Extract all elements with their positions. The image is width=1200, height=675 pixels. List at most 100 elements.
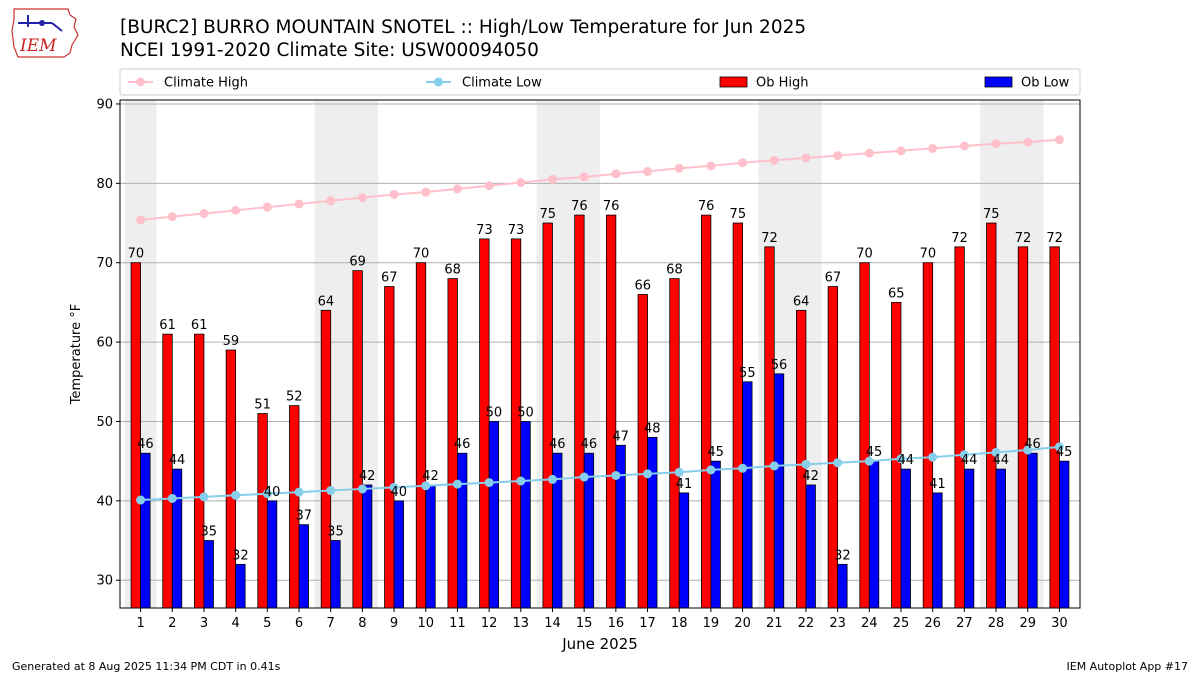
climate-low-point-27 (959, 450, 969, 460)
climate-high-point-20 (738, 158, 748, 168)
ob-low-value-label-8: 42 (359, 469, 376, 484)
ob-low-value-label-29: 46 (1024, 437, 1041, 452)
climate-low-point-5 (262, 489, 272, 499)
x-tick-label-15: 15 (576, 616, 593, 631)
ob-low-value-label-14: 46 (549, 437, 566, 452)
ob-low-bar-20 (742, 381, 753, 609)
ob-low-bar-2 (171, 468, 183, 609)
ob-high-value-label-8: 69 (349, 255, 366, 270)
climate-low-point-9 (389, 482, 399, 492)
ob-low-bar-19 (710, 460, 721, 609)
ob-high-bar-12 (479, 238, 490, 609)
ob-high-legend-swatch (719, 76, 748, 88)
ob-high-bar-28 (986, 222, 997, 609)
ob-high-bar-17 (637, 294, 648, 609)
ob-high-value-label-9: 67 (381, 271, 398, 286)
climate-high-point-1 (136, 215, 146, 225)
x-tick-label-28: 28 (988, 616, 1005, 631)
iem-logo: IEM (11, 8, 79, 58)
climate-low-point-18 (674, 467, 684, 477)
generated-timestamp: Generated at 8 Aug 2025 11:34 PM CDT in … (12, 660, 281, 673)
x-tick-label-29: 29 (1019, 616, 1036, 631)
x-tick-label-23: 23 (829, 616, 846, 631)
ob-low-value-label-10: 42 (422, 469, 439, 484)
ob-high-value-label-11: 68 (444, 263, 461, 278)
ob-high-value-label-17: 66 (634, 278, 651, 293)
climate-high-point-15 (579, 172, 589, 182)
climate-low-point-29 (1023, 445, 1033, 455)
ob-low-bar-3 (203, 540, 214, 609)
climate-low-point-28 (991, 447, 1001, 457)
ob-high-bar-1 (130, 262, 141, 609)
climate-low-legend-label: Climate Low (462, 76, 542, 91)
x-tick-label-4: 4 (232, 616, 240, 631)
ob-low-bar-17 (647, 436, 658, 609)
ob-high-value-label-2: 61 (159, 318, 176, 333)
legend-frame (119, 68, 1081, 96)
ob-high-value-label-19: 76 (698, 199, 715, 214)
ob-high-value-label-28: 75 (983, 207, 1000, 222)
app-credit: IEM Autoplot App #17 (1066, 660, 1189, 673)
x-tick-label-14: 14 (544, 616, 561, 631)
climate-high-point-10 (421, 187, 431, 197)
climate-low-point-24 (864, 456, 874, 466)
ob-low-bar-18 (678, 492, 690, 609)
climate-low-point-1 (136, 495, 146, 505)
ob-low-bar-21 (773, 373, 785, 609)
climate-high-point-4 (231, 205, 241, 215)
climate-low-point-19 (706, 465, 716, 475)
x-tick-label-3: 3 (200, 616, 208, 631)
ob-low-value-label-18: 41 (676, 477, 693, 492)
y-tick-label-30: 30 (96, 574, 113, 589)
climate-high-point-25 (896, 146, 906, 156)
ob-high-value-label-30: 72 (1046, 231, 1063, 246)
x-tick-label-24: 24 (861, 616, 878, 631)
ob-high-bar-21 (764, 246, 775, 609)
ob-low-bar-9 (393, 500, 404, 609)
ob-low-value-label-19: 45 (707, 445, 724, 460)
climate-low-point-17 (643, 469, 653, 479)
climate-low-point-8 (357, 484, 367, 494)
climate-low-point-10 (421, 481, 431, 491)
ob-high-value-label-16: 76 (603, 199, 620, 214)
ob-high-value-label-18: 68 (666, 263, 683, 278)
climate-high-point-24 (864, 148, 874, 158)
ob-low-bar-7 (330, 540, 341, 609)
ob-high-value-label-21: 72 (761, 231, 778, 246)
climate-high-point-17 (643, 166, 653, 176)
ob-low-bar-28 (995, 468, 1006, 609)
ob-low-bar-11 (457, 452, 468, 609)
x-tick-label-16: 16 (608, 616, 625, 631)
ob-high-value-label-7: 64 (318, 294, 335, 309)
chart-subtitle: NCEI 1991-2020 Climate Site: USW00094050 (120, 40, 539, 61)
ob-high-bar-18 (669, 278, 680, 609)
ob-high-bar-9 (384, 286, 395, 609)
x-tick-label-30: 30 (1051, 616, 1068, 631)
ob-high-value-label-1: 70 (128, 247, 145, 262)
y-tick-label-40: 40 (96, 494, 113, 509)
climate-high-point-21 (769, 155, 779, 165)
ob-high-value-label-4: 59 (223, 334, 240, 349)
x-tick-label-8: 8 (358, 616, 366, 631)
climate-low-point-20 (738, 463, 748, 473)
x-tick-label-6: 6 (295, 616, 303, 631)
ob-high-value-label-5: 51 (254, 398, 271, 413)
ob-low-value-label-7: 35 (327, 525, 344, 540)
ob-low-value-label-28: 44 (993, 453, 1010, 468)
ob-high-value-label-15: 76 (571, 199, 588, 214)
ob-high-bar-14 (542, 222, 553, 609)
x-tick-label-7: 7 (327, 616, 335, 631)
ob-high-value-label-12: 73 (476, 223, 493, 238)
y-tick-label-90: 90 (96, 97, 113, 112)
ob-high-bar-7 (320, 309, 332, 609)
ob-low-bar-13 (520, 421, 531, 609)
climate-low-point-22 (801, 459, 811, 469)
x-tick-label-22: 22 (798, 616, 815, 631)
climate-low-point-14 (547, 474, 557, 484)
ob-high-value-label-27: 72 (951, 231, 968, 246)
x-tick-label-2: 2 (168, 616, 176, 631)
climate-high-point-30 (1054, 135, 1064, 145)
ob-low-value-label-24: 45 (866, 445, 883, 460)
x-tick-label-1: 1 (136, 616, 144, 631)
